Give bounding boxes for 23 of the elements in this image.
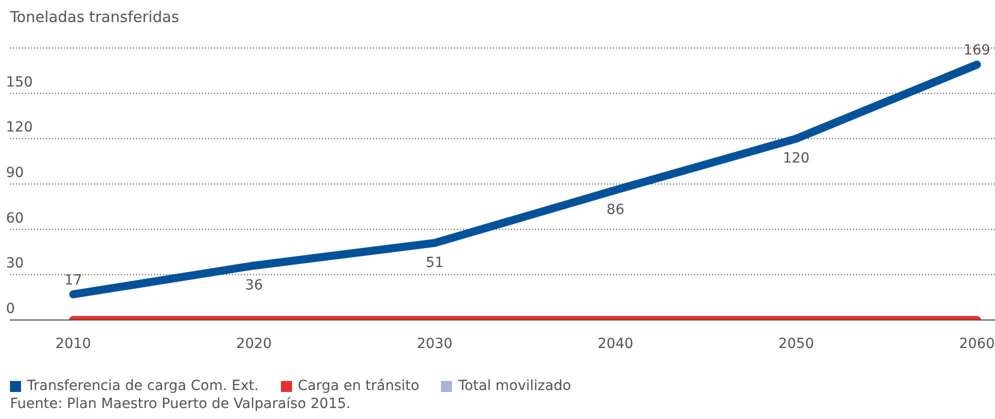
x-tick-label: 2030: [416, 336, 453, 352]
y-tick-label: 150: [6, 74, 33, 90]
x-tick-label: 2060: [959, 336, 995, 352]
legend-label: Total movilizado: [458, 378, 572, 394]
data-label: 169: [964, 42, 990, 59]
x-tick-label: 2020: [236, 336, 272, 352]
source-note: Fuente: Plan Maestro Puerto de Valparaíso 2015.: [10, 396, 352, 412]
y-tick-label: 30: [6, 256, 24, 272]
x-tick-label: 2050: [778, 336, 814, 352]
data-label: 36: [245, 278, 263, 294]
y-tick-label: 120: [6, 120, 33, 136]
data-label: 17: [64, 272, 82, 288]
data-label: 120: [782, 150, 810, 167]
x-tick-label: 2010: [55, 336, 92, 352]
y-tick-label: 0: [6, 300, 15, 317]
x-tick-label: 2040: [598, 336, 634, 352]
data-label: 51: [426, 254, 444, 271]
y-tick-label: 60: [6, 210, 24, 226]
y-tick-label: 90: [6, 164, 24, 181]
legend-label: Transferencia de carga Com. Ext.: [27, 378, 259, 394]
legend-label: Carga en tránsito: [298, 378, 420, 394]
data-label: 86: [606, 202, 624, 218]
y-axis-title: Toneladas transferidas: [10, 8, 180, 26]
